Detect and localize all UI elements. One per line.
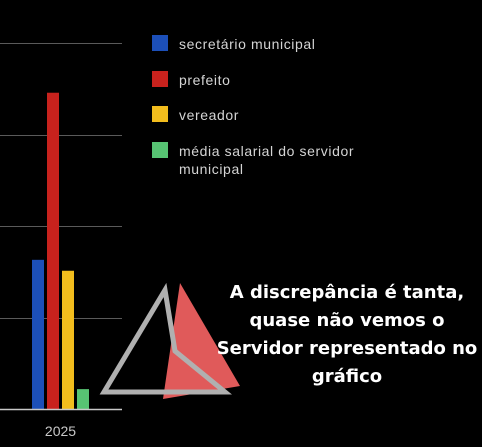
legend-swatch-prefeito [152, 71, 168, 87]
bars [32, 92, 89, 409]
legend-label: vereador [179, 107, 240, 123]
legend-item-prefeito: prefeito [152, 71, 392, 89]
legend-label: prefeito [179, 72, 231, 88]
legend-label: secretário municipal [179, 36, 316, 52]
legend-item-vereador: vereador [152, 106, 392, 124]
legend-item-secretario: secretário municipal [152, 35, 392, 53]
gridlines [0, 43, 122, 319]
legend-swatch-servidor [152, 142, 168, 158]
bar-4-2025 [77, 389, 89, 409]
legend: secretário municipal prefeito vereador m… [152, 35, 392, 178]
caption-line: A discrepância é tanta, [229, 282, 465, 303]
caption-line: gráfico [311, 366, 383, 387]
annotation-caption: A discrepância é tanta, quase não vemos … [212, 279, 482, 391]
bar-1-2025 [32, 259, 44, 409]
legend-item-servidor: média salarial do servidor municipal [152, 142, 392, 178]
caption-line: Servidor representado no [216, 338, 478, 359]
triangle-arrow-icon [99, 282, 240, 399]
legend-label: média salarial do servidor municipal [179, 143, 355, 177]
x-tick-labels: 2025 [45, 423, 76, 439]
caption-line: quase não vemos o [249, 310, 445, 331]
legend-swatch-vereador [152, 106, 168, 122]
legend-swatch-secretario [152, 35, 168, 51]
bar-3-2025 [62, 270, 74, 409]
bar-2-2025 [47, 92, 59, 409]
x-tick-label: 2025 [45, 423, 76, 439]
